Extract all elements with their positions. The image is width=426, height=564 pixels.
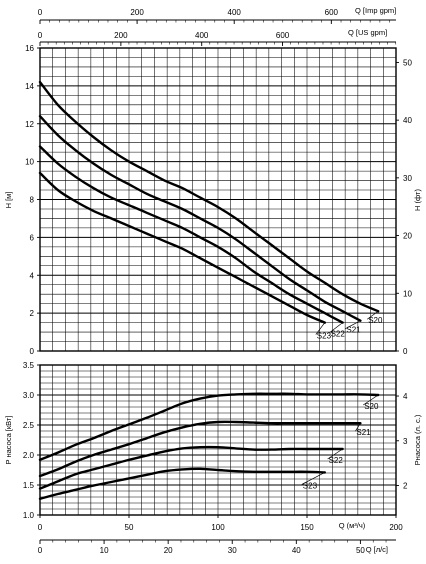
head-y2-tick-label: 50 — [403, 58, 412, 67]
head-y2-tick-label: 20 — [403, 232, 412, 241]
x-ls-tick-label: 30 — [228, 546, 237, 555]
head-curve-s20-leader — [366, 310, 379, 320]
power-curve-s20 — [38, 392, 380, 461]
top-axis-imp-gpm-tick-label: 0 — [38, 8, 43, 17]
head-y-tick-label: 6 — [30, 233, 35, 242]
head-y-tick-label: 4 — [30, 271, 35, 280]
power-curve-s22-label: S22 — [329, 456, 344, 465]
head-y2-tick-label: 10 — [403, 289, 412, 298]
top-axis-us-gpm-tick-label: 200 — [114, 31, 128, 40]
head-curve-s23-leader — [315, 322, 326, 335]
x-ls-tick-label: 0 — [38, 546, 43, 555]
head-y-tick-label: 10 — [25, 158, 34, 167]
head-y-tick-label: 12 — [25, 120, 34, 129]
power-plot-frame — [39, 364, 397, 516]
head-y-tick-label: 0 — [30, 347, 35, 356]
power-curve-s23-leader — [301, 472, 325, 485]
top-axis-imp-gpm-tick-label: 200 — [130, 8, 144, 17]
power-y2-tick-label: 4 — [403, 392, 408, 401]
head-y-tick-label: 2 — [30, 309, 35, 318]
power-curve-s23-label: S23 — [303, 481, 318, 490]
head-y2-axis-label: H (фт) — [413, 189, 422, 211]
power-y2-axis-label: Pнасоса (л. с.) — [413, 414, 422, 465]
power-curve-s20-leader — [363, 394, 379, 406]
head-y-axis-label: H [м] — [4, 192, 13, 209]
x-m3h-tick-label: 150 — [300, 523, 314, 532]
x-m3h-tick-label: 100 — [211, 523, 225, 532]
top-axis-imp-gpm-tick-label: 400 — [228, 8, 242, 17]
head-curve-s23 — [38, 171, 326, 324]
power-curve-s22-leader — [327, 448, 343, 460]
power-curve-s20-label: S20 — [364, 402, 379, 411]
top-axis-imp-gpm-label: Q [Imp gpm] — [355, 6, 396, 15]
power-y-tick-label: 2.5 — [23, 421, 35, 430]
head-y2-tick-label: 40 — [403, 116, 412, 125]
head-curve-s22-leader — [329, 322, 343, 333]
grid-layer — [37, 19, 399, 544]
power-curve-s23 — [38, 467, 326, 500]
power-y-tick-label: 1.0 — [23, 511, 35, 520]
power-y-tick-label: 3.0 — [23, 391, 35, 400]
head-curve-s21 — [38, 115, 362, 322]
x-m3h-tick-label: 200 — [389, 523, 403, 532]
top-axis-us-gpm-tick-label: 400 — [195, 31, 209, 40]
power-y2-tick-label: 2 — [403, 482, 408, 491]
curve-layer — [38, 80, 380, 500]
head-curve-s23-label: S23 — [317, 332, 332, 341]
power-y-axis-label: P насоса [кВт] — [4, 416, 13, 465]
x-ls-tick-label: 20 — [164, 546, 173, 555]
power-y2-tick-label: 3 — [403, 437, 408, 446]
head-curve-s22 — [38, 145, 344, 324]
head-curve-s21-label: S21 — [346, 326, 361, 335]
x-axis-m3h-label: Q (м³/ч) — [339, 521, 366, 530]
top-axis-us-gpm-tick-label: 600 — [276, 31, 290, 40]
x-ls-tick-label: 40 — [292, 546, 301, 555]
head-curve-s21-leader — [345, 320, 361, 330]
top-axis-imp-gpm-tick-label: 600 — [325, 8, 339, 17]
x-axis-ls-label: Q [л/с] — [366, 545, 388, 554]
top-axis-us-gpm-tick-label: 0 — [38, 31, 43, 40]
power-y-tick-label: 2.0 — [23, 451, 35, 460]
power-curve-s21-leader — [355, 423, 361, 432]
x-ls-tick-label: 50 — [356, 546, 365, 555]
power-curve-s22 — [38, 445, 344, 490]
x-ls-tick-label: 10 — [100, 546, 109, 555]
head-curve-s20-label: S20 — [368, 316, 383, 325]
top-axis-us-gpm-label: Q [US gpm] — [348, 28, 387, 37]
head-y-tick-label: 16 — [25, 44, 34, 53]
x-m3h-tick-label: 50 — [125, 523, 134, 532]
x-m3h-tick-label: 0 — [38, 523, 43, 532]
head-y-tick-label: 14 — [25, 82, 34, 91]
power-curve-s21 — [38, 420, 362, 478]
head-y2-tick-label: 30 — [403, 174, 412, 183]
head-y-tick-label: 8 — [30, 196, 35, 205]
power-y-tick-label: 1.5 — [23, 481, 35, 490]
head-curve-s22-label: S22 — [331, 330, 346, 339]
head-curve-s20 — [38, 80, 380, 313]
power-curve-s21-label: S21 — [356, 428, 371, 437]
head-y2-tick-label: 0 — [403, 347, 408, 356]
head-plot-frame — [39, 47, 397, 352]
power-y-tick-label: 3.5 — [23, 361, 35, 370]
